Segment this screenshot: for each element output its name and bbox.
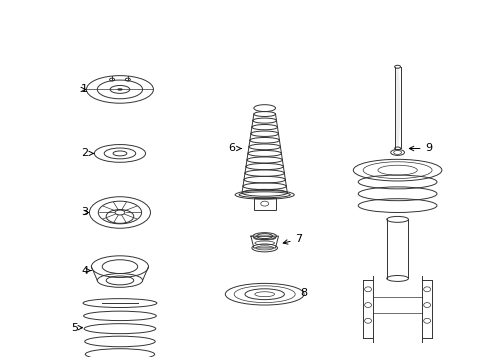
Text: 8: 8 — [300, 288, 307, 298]
Text: 7: 7 — [283, 234, 302, 244]
Text: 1: 1 — [81, 84, 88, 94]
Bar — [253, 198, 275, 210]
Text: 2: 2 — [81, 148, 94, 158]
Text: 5: 5 — [71, 323, 82, 333]
Text: 6: 6 — [228, 144, 241, 153]
Text: 9: 9 — [408, 144, 432, 153]
Ellipse shape — [394, 66, 399, 148]
Ellipse shape — [117, 89, 122, 90]
Text: 3: 3 — [81, 207, 88, 217]
Text: 4: 4 — [81, 266, 91, 276]
